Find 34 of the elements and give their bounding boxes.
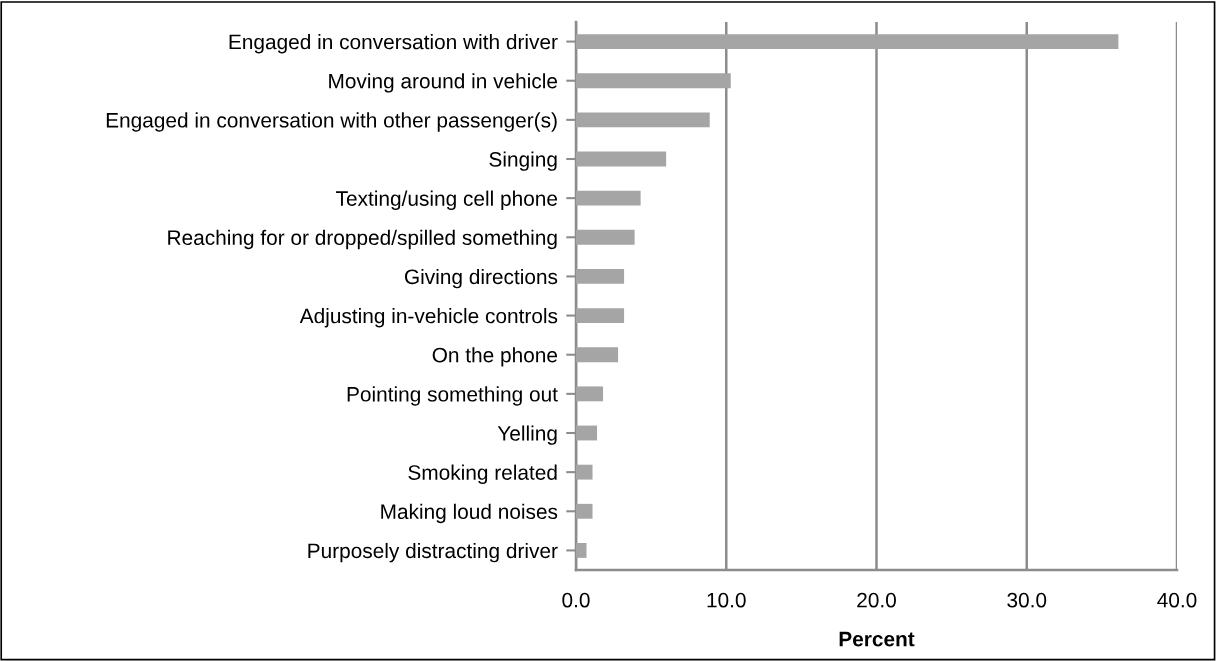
bar	[576, 347, 619, 363]
y-tick-label: Engaged in conversation with driver	[229, 34, 558, 54]
bar	[576, 542, 587, 558]
y-tick-label: Adjusting in-vehicle controls	[299, 308, 558, 328]
bar	[576, 112, 710, 128]
bar	[576, 308, 625, 324]
x-tick-label: 0.0	[562, 592, 590, 608]
bar	[576, 73, 731, 89]
bar	[576, 386, 604, 402]
bar	[576, 34, 1119, 50]
y-tick-label: On the phone	[432, 347, 558, 367]
y-tick-label: Smoking related	[408, 464, 557, 485]
y-tick-label: Singing	[489, 151, 557, 171]
x-tick-label: 20.0	[857, 592, 896, 608]
y-tick-label: Making loud noises	[381, 503, 558, 524]
bar	[576, 268, 625, 284]
bar	[576, 503, 593, 519]
bar	[576, 151, 667, 167]
y-tick-label: Moving around in vehicle	[329, 73, 558, 93]
y-tick-label: Yelling	[497, 425, 557, 445]
x-axis-title: Percent	[839, 631, 915, 647]
bar	[576, 464, 593, 480]
bar	[576, 425, 598, 441]
y-tick-label: Pointing something out	[347, 386, 558, 406]
x-tick-label: 30.0	[1007, 592, 1047, 608]
y-tick-label: Giving directions	[405, 268, 558, 289]
bar	[576, 190, 641, 206]
y-tick-label: Texting/using cell phone	[336, 190, 558, 211]
y-tick-label: Purposely distracting driver	[308, 542, 558, 563]
x-tick-label: 40.0	[1157, 592, 1197, 608]
y-tick-label: Reaching for or dropped/spilled something	[168, 229, 557, 250]
bar	[576, 229, 635, 245]
y-tick-label: Engaged in conversation with other passenger(s)	[106, 112, 557, 132]
x-tick-label: 10.0	[707, 592, 746, 608]
